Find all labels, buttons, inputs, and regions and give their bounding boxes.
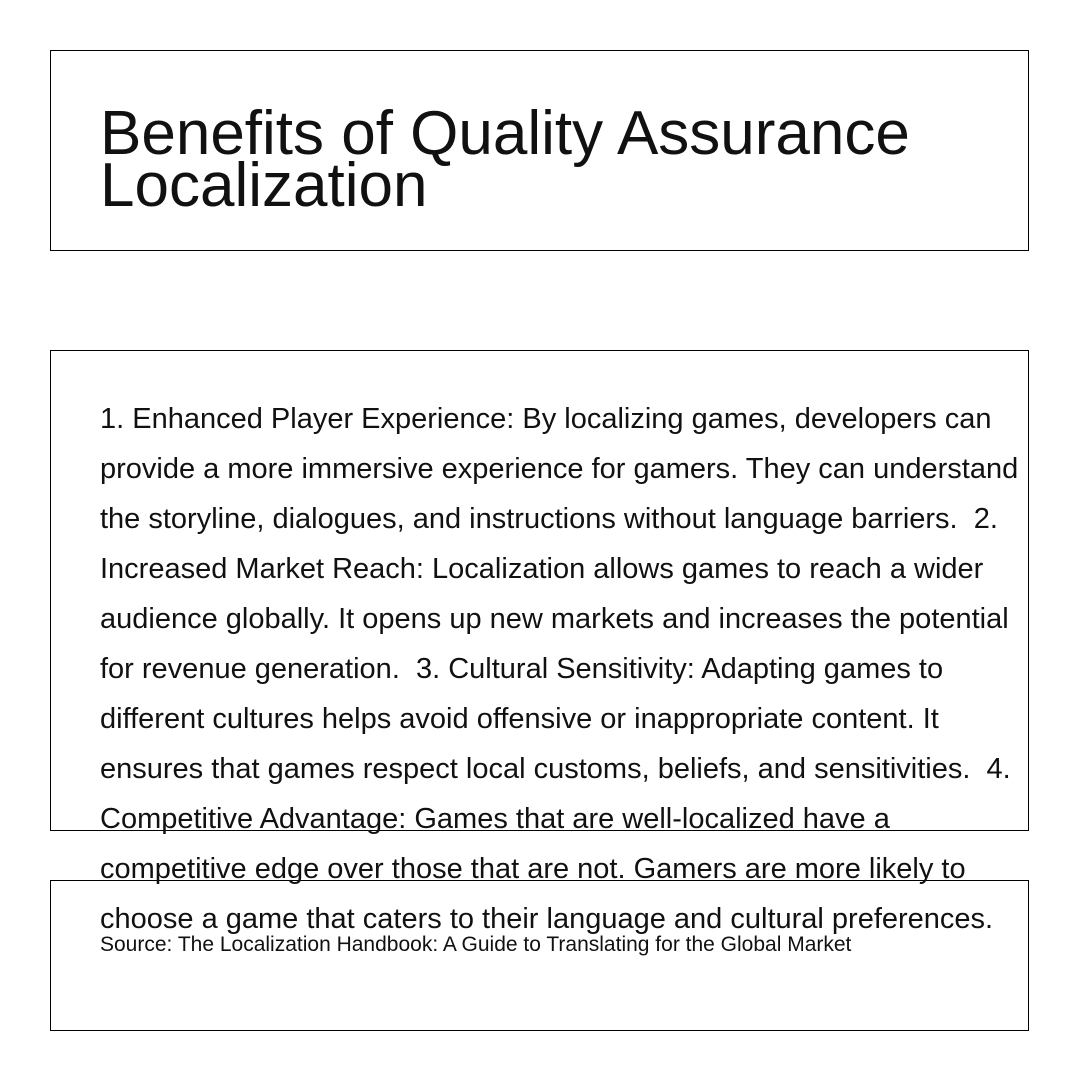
body-frame bbox=[50, 350, 1029, 831]
title-frame bbox=[50, 50, 1029, 251]
source-frame bbox=[50, 880, 1029, 1031]
source-citation: Source: The Localization Handbook: A Gui… bbox=[100, 933, 852, 956]
benefits-body-text: 1. Enhanced Player Experience: By locali… bbox=[100, 403, 1027, 935]
slide-title: Benefits of Quality Assurance Localizati… bbox=[100, 99, 910, 220]
